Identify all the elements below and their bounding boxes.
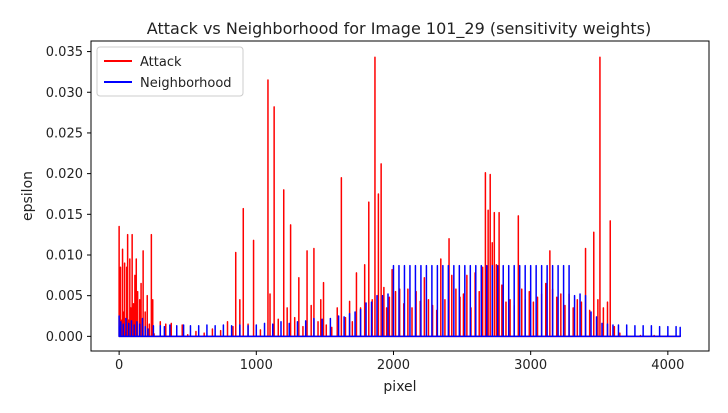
x-tick-label: 1000 — [240, 358, 273, 373]
y-tick-label: 0.000 — [46, 330, 83, 345]
x-tick-label: 4000 — [651, 358, 684, 373]
y-tick-label: 0.005 — [46, 289, 83, 304]
x-tick-label: 0 — [115, 358, 123, 373]
plot-frame — [90, 40, 710, 352]
series-layer — [118, 56, 681, 338]
y-tick-label: 0.020 — [46, 167, 83, 182]
legend-neighborhood-label: Neighborhood — [140, 76, 232, 91]
legend: Attack Neighborhood — [96, 46, 244, 97]
y-axis-label: epsilon — [20, 171, 36, 221]
legend-attack-label: Attack — [140, 55, 182, 70]
y-axis: 0.000 0.005 0.010 0.015 0.020 0.025 0.030 0.035 — [46, 45, 91, 345]
x-axis: 0 1000 2000 3000 4000 — [115, 351, 684, 373]
y-tick-label: 0.025 — [46, 126, 83, 141]
y-tick-label: 0.015 — [46, 208, 83, 223]
x-tick-label: 3000 — [514, 358, 547, 373]
x-tick-label: 2000 — [377, 358, 410, 373]
chart-title: Attack vs Neighborhood for Image 101_29 … — [147, 19, 651, 39]
y-tick-label: 0.030 — [46, 86, 83, 101]
y-tick-label: 0.010 — [46, 248, 83, 263]
series-line-neighborhood — [118, 264, 681, 338]
x-axis-label: pixel — [383, 379, 416, 395]
y-tick-label: 0.035 — [46, 45, 83, 60]
legend-box — [96, 46, 244, 97]
